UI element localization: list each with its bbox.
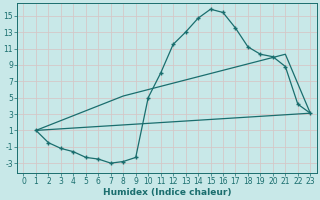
X-axis label: Humidex (Indice chaleur): Humidex (Indice chaleur) bbox=[103, 188, 231, 197]
